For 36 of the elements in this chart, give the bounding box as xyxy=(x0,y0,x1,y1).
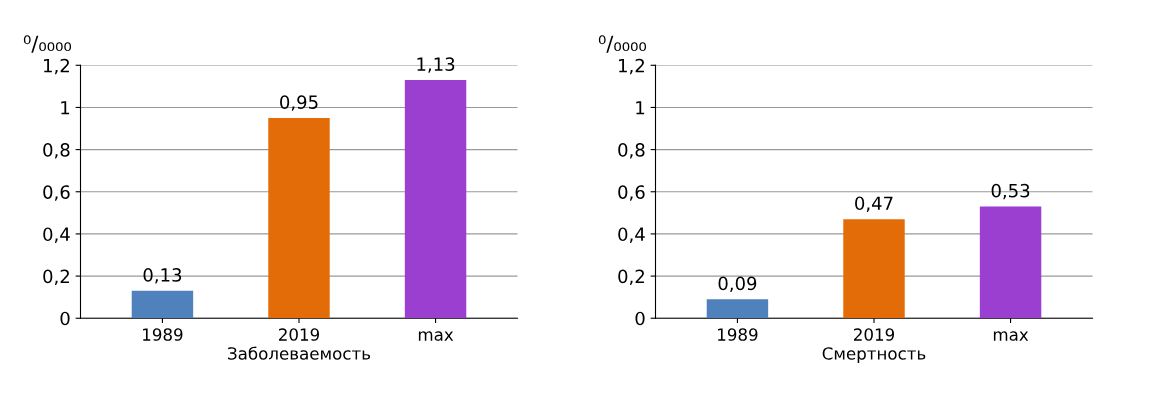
data-label: 0,53 xyxy=(991,183,1030,200)
y-tick-label: 1,2 xyxy=(619,58,644,75)
x-tick-label: max xyxy=(993,331,1029,341)
y-tick-label: 0,6 xyxy=(43,185,70,201)
y-tick-label: 0 xyxy=(60,311,70,326)
y-tick-label: 0,4 xyxy=(618,227,645,243)
bar xyxy=(706,299,769,319)
data-label: 0,95 xyxy=(280,95,318,111)
y-tick-label: 0,2 xyxy=(43,269,69,286)
bar xyxy=(268,117,330,319)
y-axis-title: ⁰/₀₀₀₀ xyxy=(598,35,647,53)
data-label: 0,47 xyxy=(855,196,893,212)
bar xyxy=(979,206,1042,319)
x-tick-label: 2019 xyxy=(854,328,895,341)
x-tick-label: 1989 xyxy=(718,328,758,341)
x-axis-title: Заболеваемость xyxy=(228,346,371,360)
bar xyxy=(843,219,905,319)
y-tick-label: 0,8 xyxy=(43,143,70,159)
data-label: 0,09 xyxy=(718,276,757,293)
y-tick-label: 0,2 xyxy=(618,269,644,286)
data-label: 1,13 xyxy=(417,57,455,73)
data-label: 0,13 xyxy=(143,268,182,284)
y-tick-label: 1 xyxy=(636,101,645,115)
y-tick-label: 1 xyxy=(61,101,70,115)
y-tick-label: 0,6 xyxy=(618,185,645,201)
bar xyxy=(131,290,194,319)
bar xyxy=(404,80,467,319)
y-tick-label: 0 xyxy=(635,311,645,326)
y-tick-label: 1,2 xyxy=(44,58,69,75)
x-tick-label: max xyxy=(418,331,454,341)
y-axis-title: ⁰/₀₀₀₀ xyxy=(23,35,72,53)
y-tick-label: 0,4 xyxy=(43,227,70,243)
x-tick-label: 2019 xyxy=(279,328,320,341)
x-tick-label: 1989 xyxy=(143,328,183,341)
x-axis-title: Смертность xyxy=(822,347,926,363)
y-tick-label: 0,8 xyxy=(618,143,645,159)
